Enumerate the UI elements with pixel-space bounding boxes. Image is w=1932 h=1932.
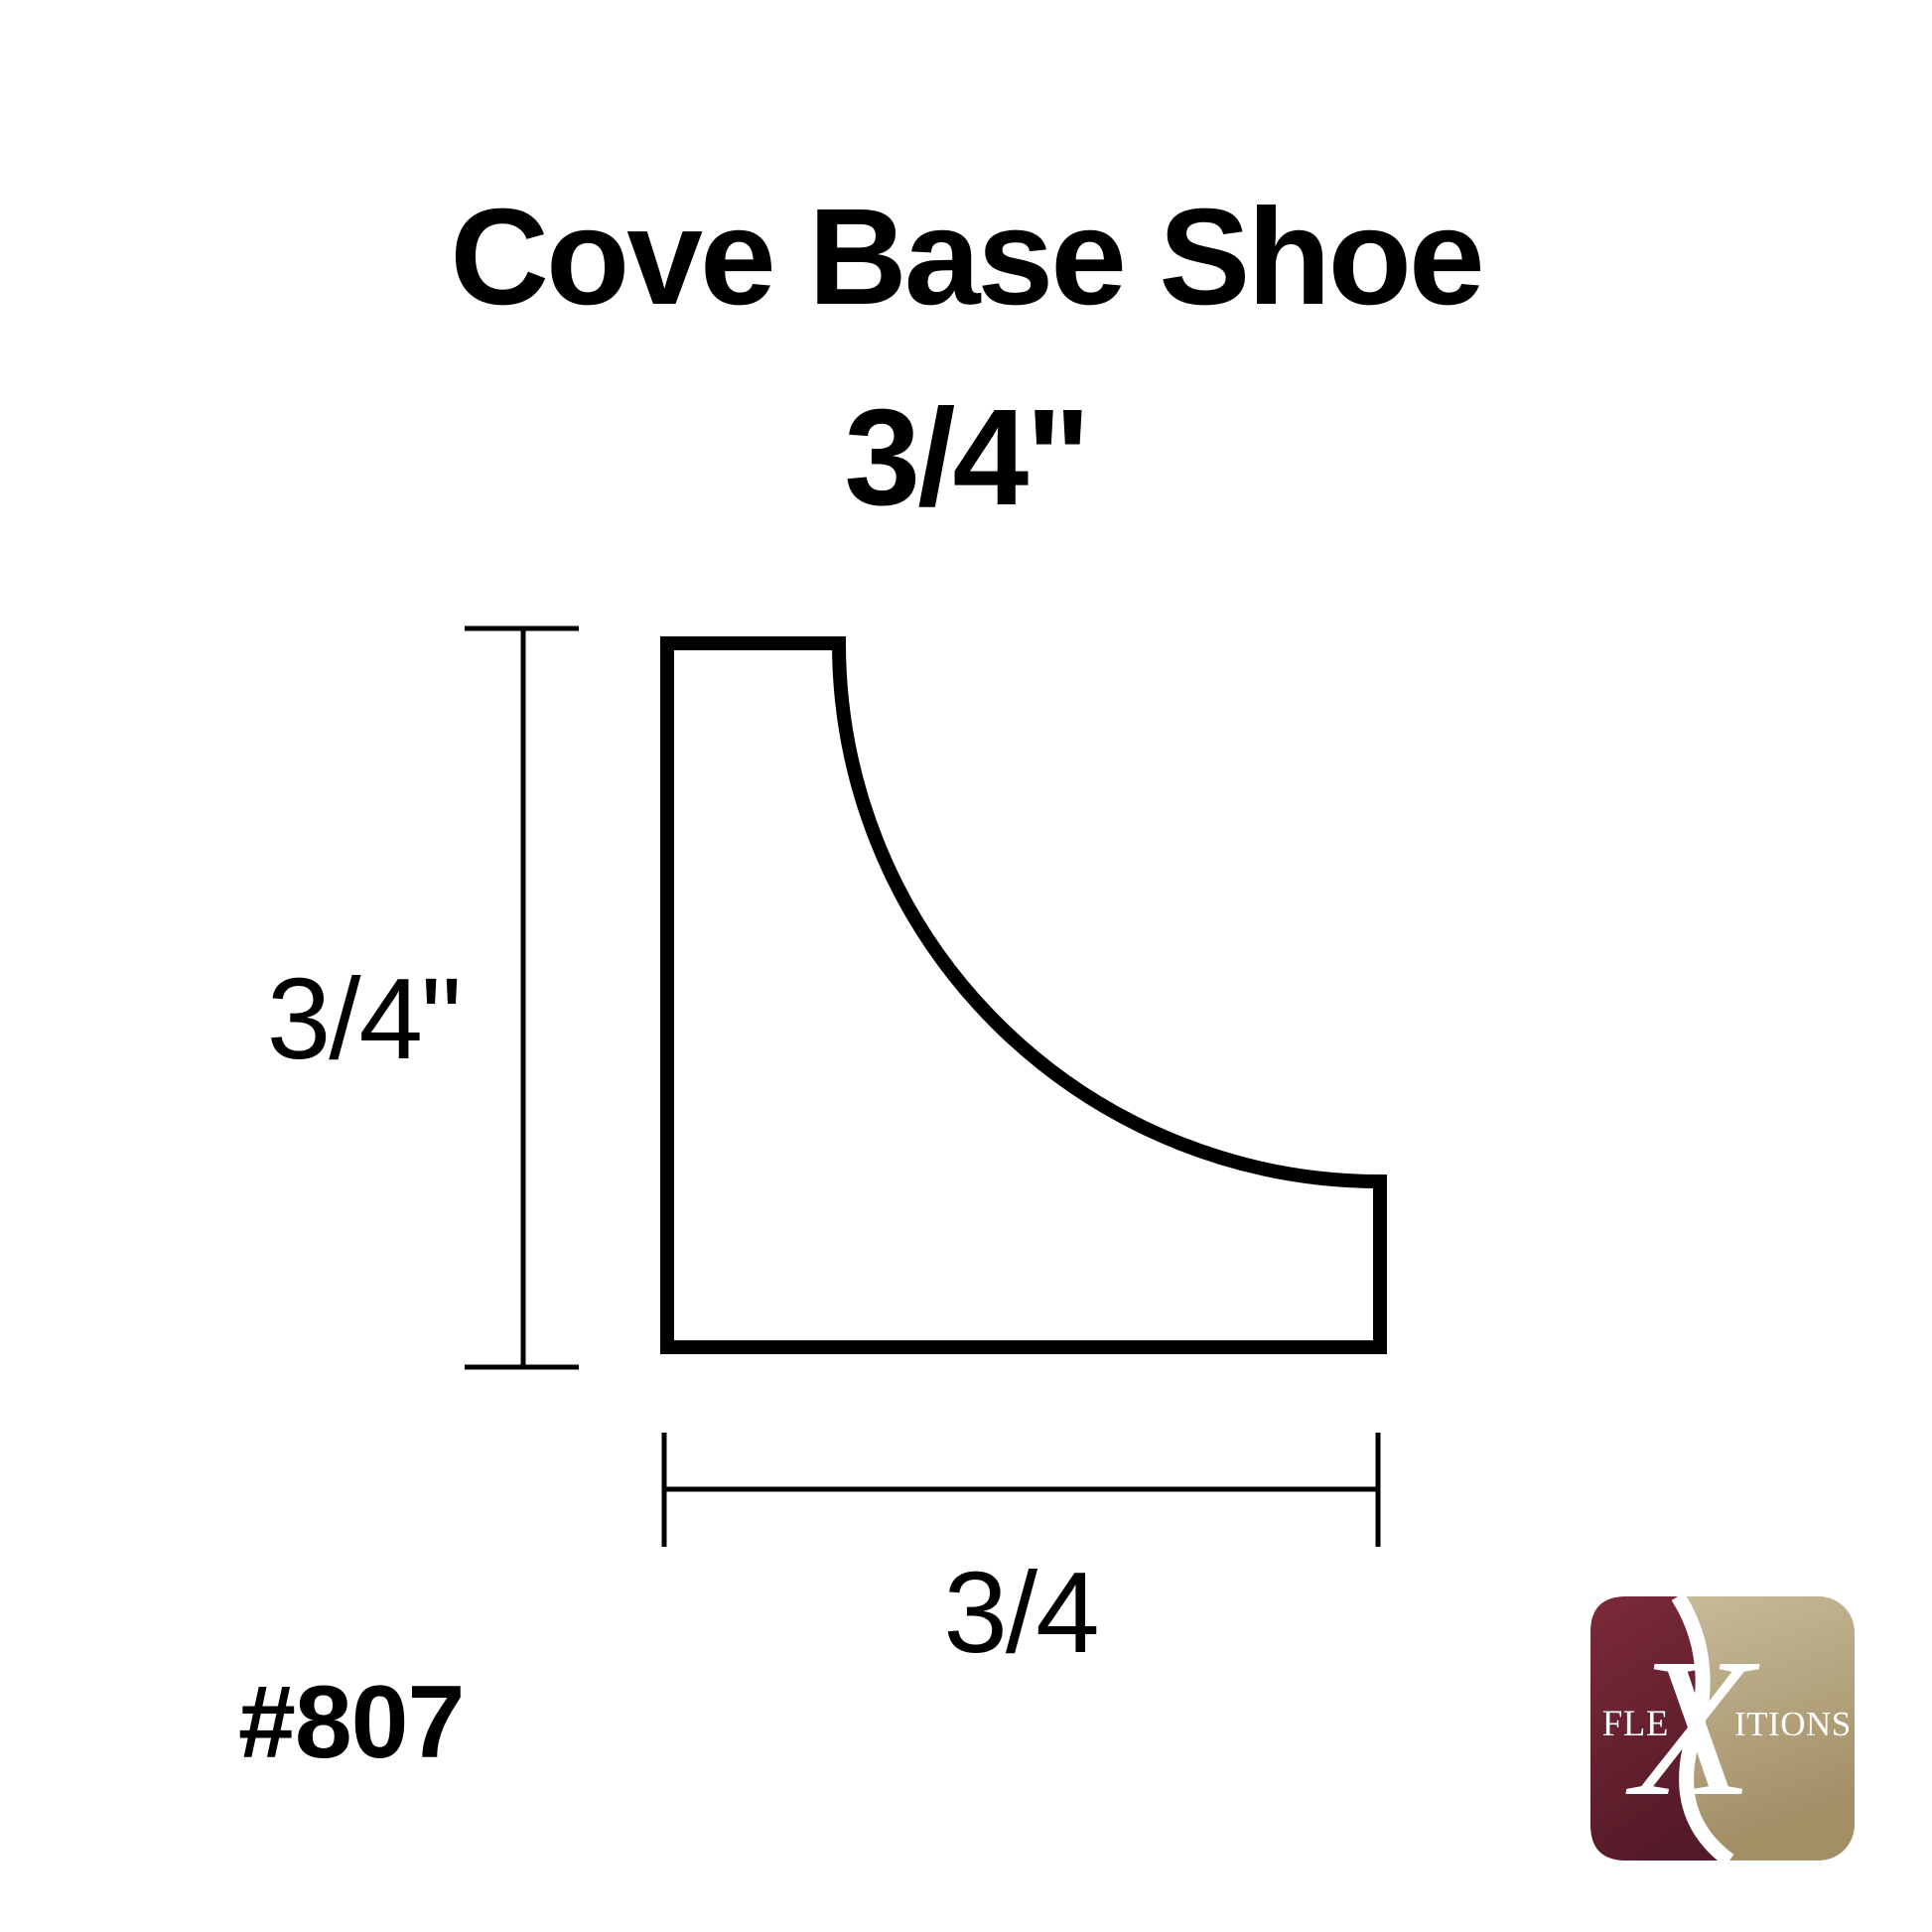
logo-word-right: ITIONS bbox=[1734, 1705, 1852, 1743]
cove-profile-outline bbox=[660, 636, 1387, 1354]
height-dimension-label: 3/4" bbox=[266, 954, 462, 1083]
flexitions-logo: X FLE ITIONS bbox=[1590, 1596, 1855, 1861]
height-dimension-line bbox=[465, 625, 579, 1370]
logo-x-letter: X bbox=[1625, 1618, 1760, 1838]
width-dimension-label: 3/4 bbox=[943, 1548, 1099, 1677]
logo-s-curve-divider bbox=[1671, 1596, 1734, 1861]
page-subtitle-size: 3/4" bbox=[844, 381, 1090, 534]
title-block: Cove Base Shoe 3/4" bbox=[0, 157, 1932, 558]
logo-word-left: FLE bbox=[1602, 1704, 1669, 1744]
page-title: Cove Base Shoe bbox=[450, 181, 1484, 334]
width-dimension-line bbox=[661, 1433, 1381, 1547]
product-number: #807 bbox=[238, 1665, 465, 1780]
